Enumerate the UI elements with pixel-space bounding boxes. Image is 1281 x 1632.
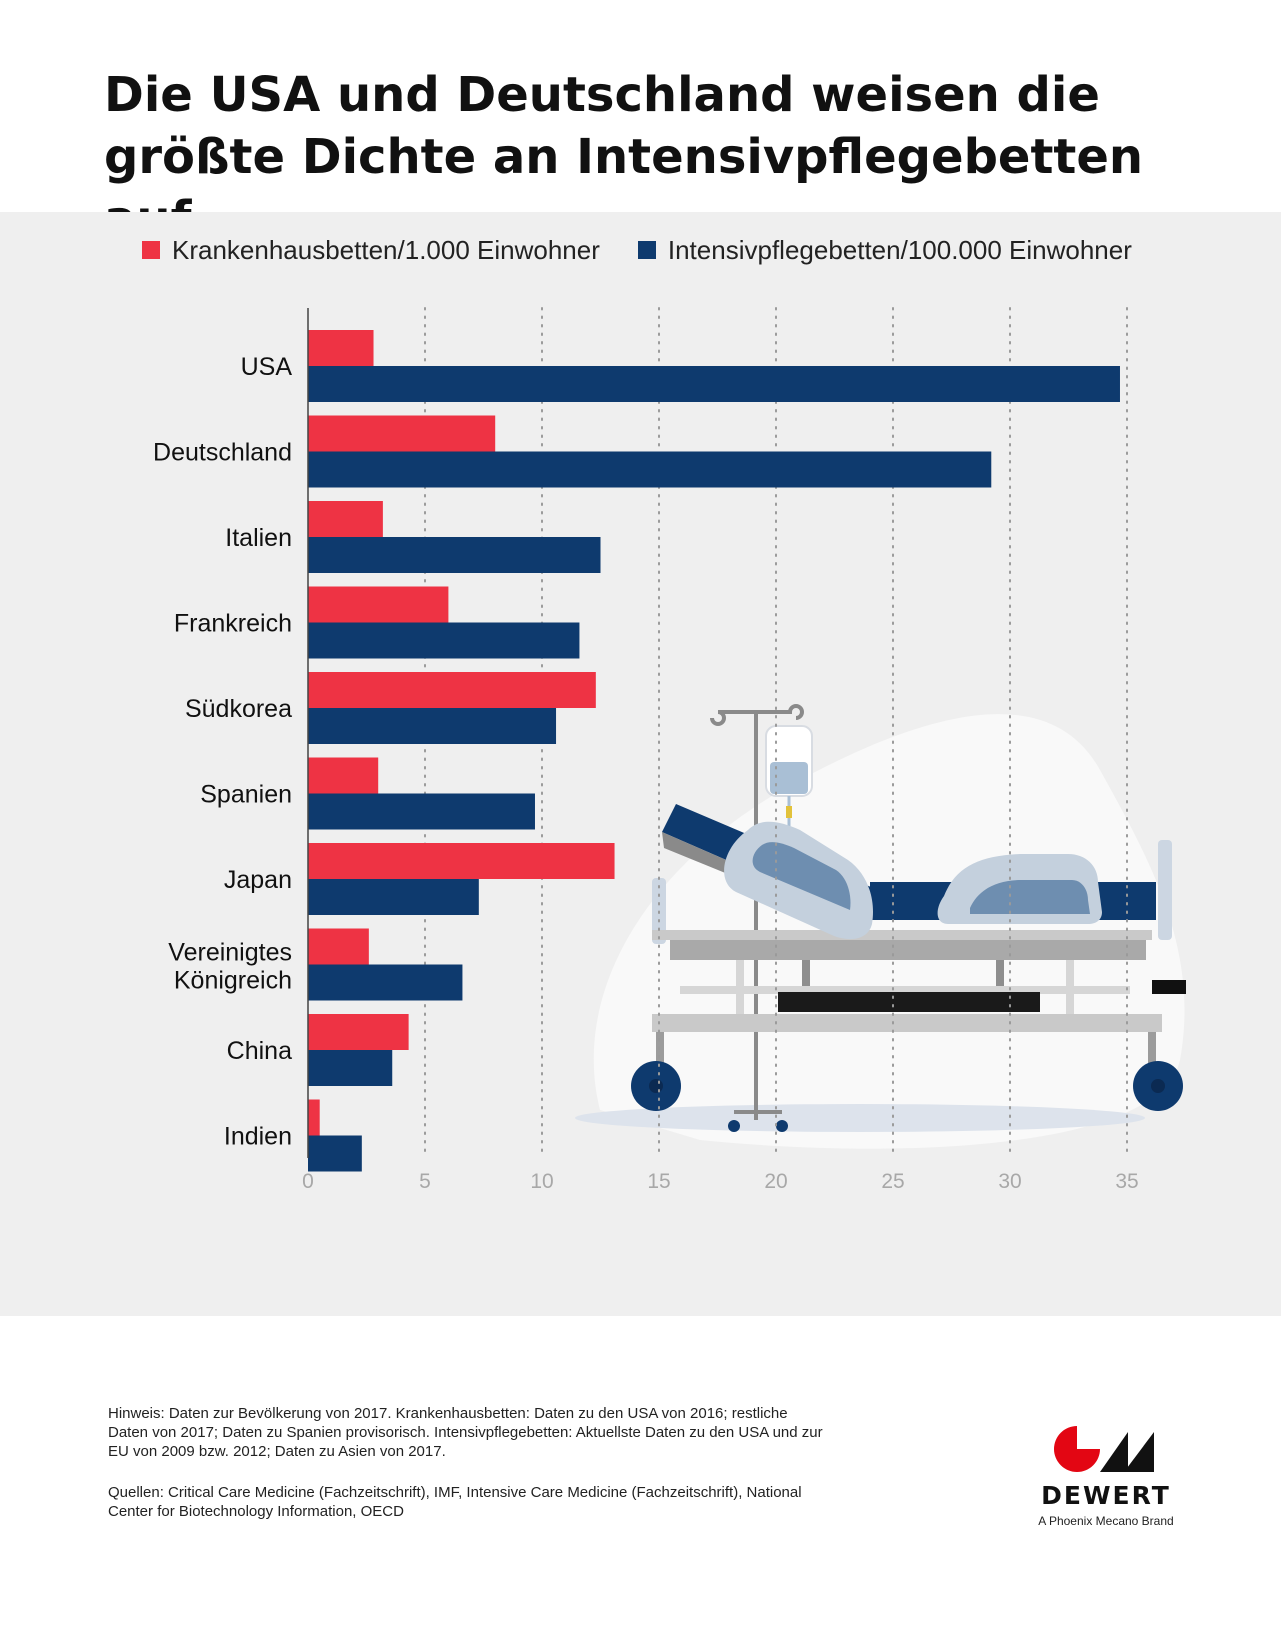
- chart-title: Die USA und Deutschland weisen die größt…: [104, 64, 1224, 250]
- bar-icu-beds-6: [308, 879, 479, 915]
- hospital-bed-illustration: [575, 704, 1186, 1149]
- x-tick-label: 5: [419, 1170, 431, 1193]
- bar-hospital-beds-8: [308, 1014, 409, 1050]
- bar-icu-beds-3: [308, 622, 580, 659]
- category-label: Spanien: [200, 781, 292, 809]
- title-line-1: Die USA und Deutschland weisen die: [104, 67, 1100, 123]
- x-tick-label: 30: [998, 1170, 1021, 1193]
- x-tick-label: 10: [530, 1170, 553, 1193]
- bar-icu-beds-0: [308, 366, 1120, 402]
- category-label: Vereinigtes Königreich: [168, 939, 292, 995]
- bar-hospital-beds-7: [308, 928, 369, 965]
- category-label: USA: [241, 353, 293, 381]
- bar-hospital-beds-3: [308, 586, 449, 623]
- note-text: Hinweis: Daten zur Bevölkerung von 2017.…: [108, 1405, 823, 1460]
- bar-chart: USA Deutschland Italien Frankreich Südkorea S…: [153, 307, 1186, 1193]
- bar-icu-beds-8: [308, 1050, 393, 1086]
- legend-swatch-icu-beds: [637, 241, 656, 259]
- bar-hospital-beds-0: [308, 330, 374, 366]
- bar-hospital-beds-4: [308, 672, 596, 708]
- bar-icu-beds-1: [308, 451, 992, 488]
- bar-hospital-beds-9: [308, 1099, 320, 1136]
- bar-icu-beds-7: [308, 964, 463, 1001]
- title-line-2: größte Dichte an Intensivpflegebetten au…: [104, 129, 1144, 247]
- footnotes: Hinweis: Daten zur Bevölkerung von 2017.…: [108, 1404, 828, 1543]
- brand-logo: DEWERT A Phoenix Mecano Brand: [1036, 1426, 1176, 1528]
- category-label: Italien: [225, 524, 292, 552]
- category-label: Deutschland: [153, 439, 292, 467]
- x-tick-label: 0: [302, 1170, 314, 1193]
- category-label: China: [227, 1037, 292, 1065]
- x-tick-label: 25: [881, 1170, 904, 1193]
- bar-icu-beds-9: [308, 1135, 362, 1172]
- sources-text: Quellen: Critical Care Medicine (Fachzei…: [108, 1484, 802, 1520]
- bar-icu-beds-5: [308, 793, 535, 830]
- bar-hospital-beds-5: [308, 757, 379, 794]
- category-label: Japan: [224, 866, 292, 894]
- bar-hospital-beds-2: [308, 501, 383, 537]
- bars: [308, 330, 1120, 1172]
- legend: Krankenhausbetten/1.000 Einwohner Intens…: [142, 234, 1170, 266]
- category-labels: USA Deutschland Italien Frankreich Südkorea S…: [153, 353, 292, 1151]
- legend-label-hospital-beds: Krankenhausbetten/1.000 Einwohner: [172, 234, 600, 265]
- bar-hospital-beds-1: [308, 415, 496, 452]
- x-tick-label: 35: [1115, 1170, 1138, 1193]
- legend-swatch-hospital-beds: [142, 241, 160, 259]
- x-tick-label: 15: [647, 1170, 670, 1193]
- x-tick-label: 20: [764, 1170, 787, 1193]
- category-label: Indien: [224, 1123, 292, 1151]
- bar-hospital-beds-6: [308, 843, 615, 879]
- brand-name: DEWERT: [1041, 1481, 1171, 1510]
- x-tick-labels: 0 5 10 15 20 25 30 35: [302, 1170, 1139, 1193]
- category-label: Südkorea: [185, 695, 292, 723]
- dewert-logo-icon: [1054, 1426, 1154, 1472]
- legend-item-hospital-beds: Krankenhausbetten/1.000 Einwohner: [142, 235, 600, 266]
- bar-icu-beds-4: [308, 708, 557, 744]
- legend-item-icu-beds: Intensivpflegebetten/100.000 Einwohner: [637, 234, 1132, 266]
- bar-icu-beds-2: [308, 537, 601, 573]
- brand-tagline: A Phoenix Mecano Brand: [1038, 1514, 1174, 1528]
- legend-label-icu-beds: Intensivpflegebetten/100.000 Einwohner: [667, 234, 1132, 265]
- category-label: Frankreich: [174, 610, 292, 638]
